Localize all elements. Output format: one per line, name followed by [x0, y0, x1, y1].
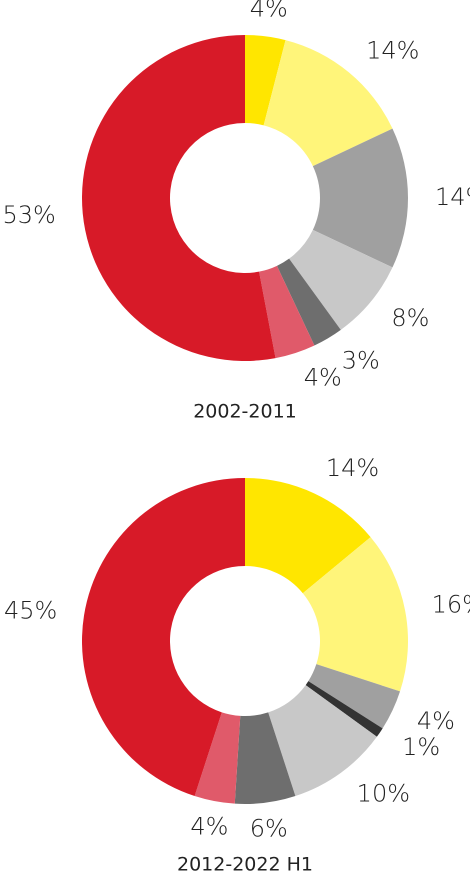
- chart-title: 2002-2011: [193, 401, 297, 423]
- donut-slice: [82, 35, 276, 361]
- slice-label: 1%: [402, 733, 440, 761]
- slice-label: 6%: [250, 815, 288, 843]
- slice-label: 53%: [2, 201, 55, 229]
- slice-label: 3%: [342, 347, 380, 375]
- slice-label: 14%: [435, 183, 470, 211]
- donut-slice: [245, 35, 286, 126]
- donut-slice: [302, 537, 408, 692]
- donut-slice: [194, 712, 241, 804]
- slice-label: 4%: [250, 0, 288, 22]
- donut-slice: [259, 265, 315, 359]
- donut-slice: [289, 229, 393, 330]
- donut-slice: [305, 681, 383, 737]
- slice-label: 4%: [190, 813, 228, 841]
- donut-slice: [245, 478, 371, 594]
- donut-slice: [82, 478, 245, 797]
- donut-slice: [263, 40, 393, 167]
- donut-slice: [312, 128, 408, 268]
- donut-slice: [234, 712, 296, 804]
- slice-label: 14%: [326, 454, 379, 482]
- donut-slice: [276, 258, 341, 346]
- slice-label: 4%: [417, 707, 455, 735]
- donut-slice: [268, 685, 377, 797]
- donut-slice: [308, 664, 401, 729]
- slice-label: 16%: [432, 590, 470, 618]
- slice-label: 8%: [391, 304, 429, 332]
- chart-title: 2012-2022 H1: [177, 854, 313, 876]
- slice-label: 4%: [304, 364, 342, 392]
- slice-label: 14%: [366, 37, 419, 65]
- slice-label: 10%: [357, 780, 410, 808]
- slice-label: 45%: [4, 596, 57, 624]
